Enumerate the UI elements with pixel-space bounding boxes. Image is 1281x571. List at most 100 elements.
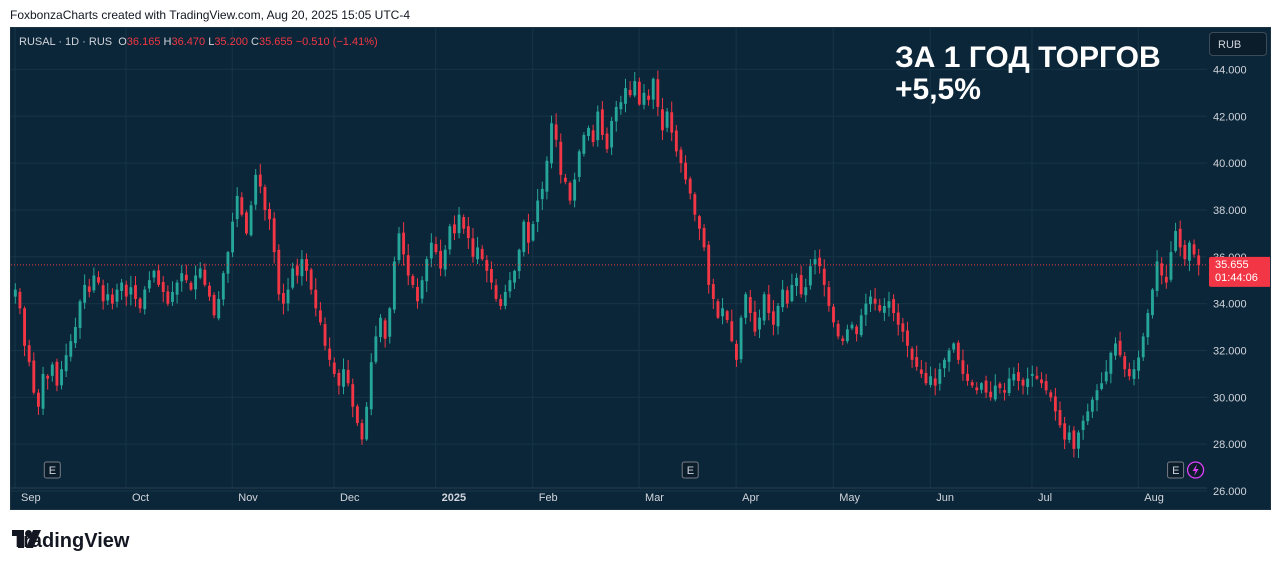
candle-body [120,282,124,291]
tradingview-brand[interactable]: TradingView [12,530,129,553]
candle [610,117,614,156]
candle-body [1100,383,1104,389]
last-price-label: 35.655 01:44:06 [1209,256,1270,287]
candle [194,265,198,300]
candle-body [110,294,114,304]
candle [966,364,969,386]
candle-body [688,178,692,194]
candle [1007,367,1011,396]
candle [540,181,544,210]
candle-body [27,345,31,363]
candle-body [50,364,54,376]
candle-body [961,360,965,374]
candle [429,233,433,268]
candle [795,273,798,296]
symbol-label[interactable]: RUSAL · 1D · RUS [19,36,113,48]
candle [1178,220,1182,257]
candle-body [873,298,877,304]
candle-body [369,362,373,410]
candle [1197,248,1201,276]
candle [730,309,734,343]
candle [1086,403,1090,426]
candle [46,374,50,390]
candle-body [277,249,281,295]
candle-body [568,182,572,201]
candle [767,285,771,321]
candle-body [1053,396,1057,412]
candle-body [1137,357,1141,371]
currency-button[interactable]: RUB [1209,32,1267,56]
candle [550,115,553,169]
candle-body [286,289,290,304]
candle-body [92,275,96,291]
candle [1053,387,1057,421]
earnings-e-icon[interactable]: E [1167,461,1185,479]
candle [406,243,410,286]
candle [416,278,419,309]
chart-panel[interactable]: 44.00042.00040.00038.00036.00034.00032.0… [10,27,1271,510]
candle-body [346,369,350,384]
candle [637,77,641,106]
candle-body [305,259,308,271]
candle [674,124,678,157]
candle-body [1192,244,1196,255]
candle [462,214,466,234]
candle-body [767,294,771,313]
candle-body [281,293,285,304]
candle [480,245,484,261]
candle-body [1197,255,1201,265]
candle-body [1030,373,1034,376]
candle [494,279,498,302]
candle [508,272,512,298]
candle [1104,360,1108,385]
candle [300,250,304,286]
candle-body [818,257,822,267]
candle-body [1095,390,1099,401]
earnings-e-icon[interactable]: E [43,461,61,479]
close-value: 35.655 [258,36,293,48]
candle-body [258,174,262,187]
candle-body [924,372,928,384]
candle-body [582,135,586,154]
candle-body [892,299,896,313]
candle [975,382,979,395]
candle-body [725,311,729,321]
candle [924,362,928,386]
candle-body [152,270,156,278]
headline-line-2: +5,5% [895,73,981,106]
candle [184,264,188,284]
lightning-icon[interactable] [1186,461,1205,479]
candle-body [106,294,110,301]
candle-body [499,299,503,306]
candle [836,320,840,340]
candle [332,357,336,378]
candle [402,222,406,266]
candlestick-chart[interactable]: 44.00042.00040.00038.00036.00034.00032.0… [11,28,1271,510]
ohlc-legend: RUSAL · 1D · RUS O36.165 H36.470 L35.200… [19,36,378,48]
candle-body [268,208,271,220]
price-tick-label: 32.000 [1213,345,1247,357]
price-tick-label: 30.000 [1213,392,1247,404]
candle-body [642,92,646,105]
candle [392,256,396,314]
candle [240,192,244,217]
price-tick-label: 44.000 [1213,64,1247,76]
time-tick-label: Nov [238,492,258,504]
time-tick-label: Aug [1144,492,1164,504]
candle-body [1178,228,1182,248]
candle-body [439,250,443,269]
candle-body [355,406,359,424]
candle-body [799,275,803,295]
candle-body [790,284,794,302]
candle-body [171,291,174,302]
candle [1118,331,1122,358]
earnings-e-icon[interactable]: E [681,461,699,479]
candle-body [993,385,997,400]
open-value: 36.165 [126,36,161,48]
candle-body [351,384,355,407]
candle-body [600,109,604,135]
candle [1035,366,1039,381]
candle [272,212,276,264]
candle-body [1114,343,1117,356]
time-tick-label: Jun [936,492,954,504]
